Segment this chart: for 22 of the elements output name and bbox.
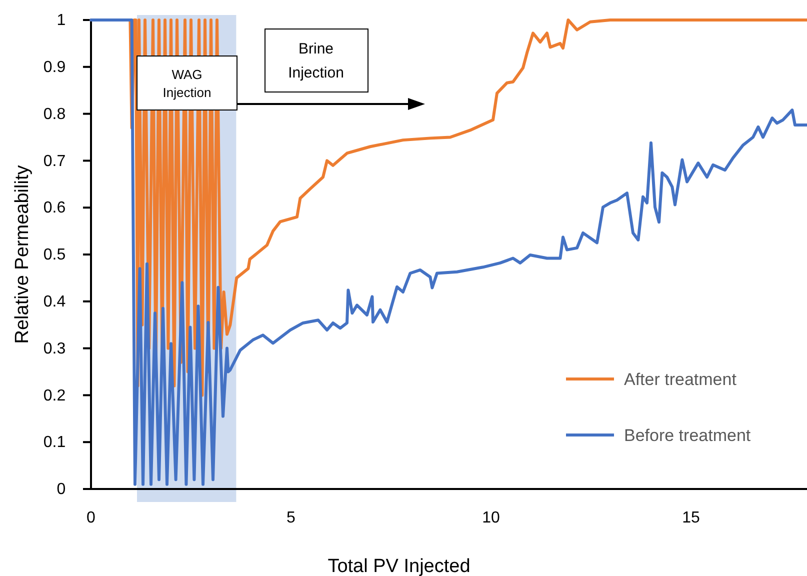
x-tick-label: 10 (482, 509, 500, 526)
y-axis-title: Relative Permeability (12, 164, 33, 344)
x-axis-title: Total PV Injected (328, 556, 470, 576)
y-tick-label: 0.4 (43, 294, 66, 311)
y-tick-label: 0.9 (43, 59, 66, 76)
legend-label: After treatment (624, 370, 737, 389)
y-tick-label: 0.2 (43, 387, 66, 404)
annotation: Brine Injection (288, 40, 344, 82)
x-tick-label: 15 (682, 509, 700, 526)
y-tick-label: 0.8 (43, 106, 66, 123)
y-tick-label: 0.1 (43, 434, 66, 452)
x-tick-label: 0 (86, 509, 96, 526)
y-tick-label: 0.6 (43, 200, 66, 217)
y-tick-label: 0.7 (43, 152, 66, 170)
y-tick-label: 0 (56, 481, 66, 498)
x-tick-label: 5 (286, 509, 296, 526)
y-tick-label: 0.5 (43, 246, 66, 264)
annotation: WAG Injection (162, 67, 212, 100)
legend-label: Before treatment (624, 426, 751, 445)
y-tick-label: 1 (56, 12, 66, 30)
line-series (90, 18, 807, 486)
y-tick-label: 0.3 (43, 340, 66, 358)
